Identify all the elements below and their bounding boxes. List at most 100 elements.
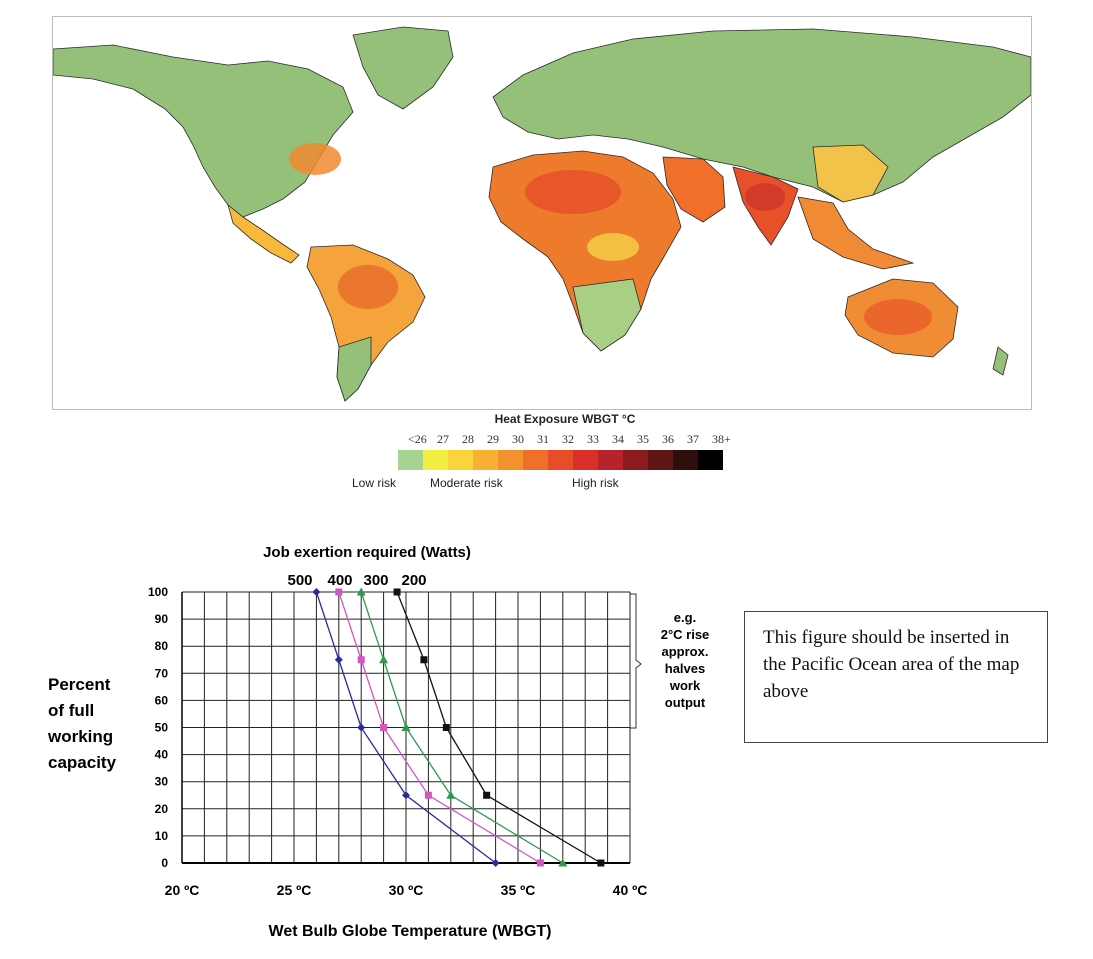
y-tick-label: 50 xyxy=(155,721,169,735)
chart-title: Job exertion required (Watts) xyxy=(263,544,471,561)
legend-tick: 37 xyxy=(687,432,699,446)
data-point xyxy=(335,588,343,596)
legend-swatch xyxy=(423,450,448,470)
east-asia xyxy=(812,144,889,203)
series-name-label: 200 xyxy=(401,572,426,589)
x-axis-label: Wet Bulb Globe Temperature (WBGT) xyxy=(269,923,552,940)
y-tick-label: 0 xyxy=(161,856,168,870)
chart-series xyxy=(312,587,605,867)
data-point xyxy=(357,656,365,664)
legend-swatch xyxy=(498,450,523,470)
new-zealand xyxy=(992,346,1009,376)
legend-title: Heat Exposure WBGT °C xyxy=(494,412,636,426)
africa-south xyxy=(572,278,642,352)
legend-tick: 31 xyxy=(537,432,549,446)
greenland xyxy=(352,26,454,110)
x-tick-label: 30 ºC xyxy=(389,882,424,898)
legend-swatch xyxy=(523,450,548,470)
legend-tick: 38+ xyxy=(712,432,731,446)
data-point xyxy=(393,588,401,596)
data-point xyxy=(356,587,366,596)
y-tick-label: 40 xyxy=(155,748,169,762)
legend-low-risk-label: Low risk xyxy=(352,476,397,490)
legend-tick: 27 xyxy=(437,432,449,446)
legend-swatch xyxy=(548,450,573,470)
world-heat-map xyxy=(52,16,1032,410)
legend-high-risk-label: High risk xyxy=(572,476,619,490)
data-point xyxy=(420,656,428,664)
legend-swatch xyxy=(673,450,698,470)
data-point xyxy=(491,859,500,867)
legend-tick: 35 xyxy=(637,432,649,446)
y-tick-label: 90 xyxy=(155,612,169,626)
y-axis-label-line: of full xyxy=(48,701,94,720)
legend-moderate-risk-label: Moderate risk xyxy=(430,476,503,490)
legend-swatch xyxy=(573,450,598,470)
y-tick-label: 20 xyxy=(155,802,169,816)
y-axis-label-line: working xyxy=(47,727,113,746)
data-point xyxy=(424,791,432,799)
legend-swatch xyxy=(473,450,498,470)
legend-swatch xyxy=(623,450,648,470)
legend-swatch xyxy=(698,450,723,470)
data-point xyxy=(442,724,450,731)
legend-tick: 28 xyxy=(462,432,474,446)
data-point xyxy=(380,724,388,731)
legend-tick: 33 xyxy=(587,432,599,446)
annotation-line: approx. xyxy=(662,644,709,659)
legend-tick: 36 xyxy=(662,432,674,446)
data-point xyxy=(312,588,321,596)
legend-tick: 32 xyxy=(562,432,574,446)
data-point xyxy=(334,655,343,664)
legend-tick: 30 xyxy=(512,432,524,446)
data-point xyxy=(483,791,491,799)
annotation-line: e.g. xyxy=(674,610,696,625)
note-text: This figure should be inserted in the Pa… xyxy=(763,627,1020,702)
y-tick-label: 80 xyxy=(155,639,169,653)
note-box: This figure should be inserted in the Pa… xyxy=(744,611,1048,743)
data-point xyxy=(558,858,568,867)
legend-swatch xyxy=(448,450,473,470)
data-point xyxy=(446,790,456,799)
legend-tick: <26 xyxy=(408,432,427,446)
annotation-line: work xyxy=(669,678,701,693)
series-name-labels: 500 400 300 200 xyxy=(287,572,426,589)
southeast-asia xyxy=(797,196,915,270)
data-point xyxy=(379,655,389,664)
y-tick-label: 10 xyxy=(155,829,169,843)
y-tick-label: 60 xyxy=(155,693,169,707)
eurasia xyxy=(492,28,1031,203)
annotation-line: 2°C rise xyxy=(661,627,710,642)
y-tick-labels: 0 10 20 30 40 50 60 70 80 90 100 xyxy=(148,585,168,870)
work-capacity-chart: Job exertion required (Watts) 500 400 300 2… xyxy=(47,544,710,940)
south-america-south xyxy=(336,336,372,402)
series-name-label: 400 xyxy=(327,572,352,589)
annotation-line: output xyxy=(665,695,706,710)
y-axis-label-line: capacity xyxy=(48,753,117,772)
north-america xyxy=(53,44,354,218)
legend-swatch xyxy=(398,450,423,470)
y-axis-label-line: Percent xyxy=(48,675,111,694)
x-tick-labels: 20 ºC 25 ºC 30 ºC 35 ºC 40 ºC xyxy=(165,882,648,898)
x-tick-label: 20 ºC xyxy=(165,882,200,898)
series-name-label: 300 xyxy=(363,572,388,589)
annotation-brace xyxy=(630,593,642,729)
legend-swatch xyxy=(598,450,623,470)
y-tick-label: 30 xyxy=(155,775,169,789)
y-axis-label: Percent of full working capacity xyxy=(47,675,117,772)
x-tick-label: 40 ºC xyxy=(613,882,648,898)
data-point xyxy=(357,723,366,732)
data-point xyxy=(402,791,410,800)
central-america xyxy=(227,203,300,264)
data-point xyxy=(401,723,411,731)
x-tick-label: 35 ºC xyxy=(501,882,536,898)
legend-swatch xyxy=(648,450,673,470)
y-tick-label: 100 xyxy=(148,585,168,599)
data-point xyxy=(536,859,544,867)
series-name-label: 500 xyxy=(287,572,312,589)
legend-color-bar xyxy=(398,450,723,470)
annotation-line: halves xyxy=(665,661,705,676)
x-tick-label: 25 ºC xyxy=(277,882,312,898)
annotation-text: e.g. 2°C rise approx. halves work output xyxy=(661,610,710,710)
arabia xyxy=(662,156,726,223)
